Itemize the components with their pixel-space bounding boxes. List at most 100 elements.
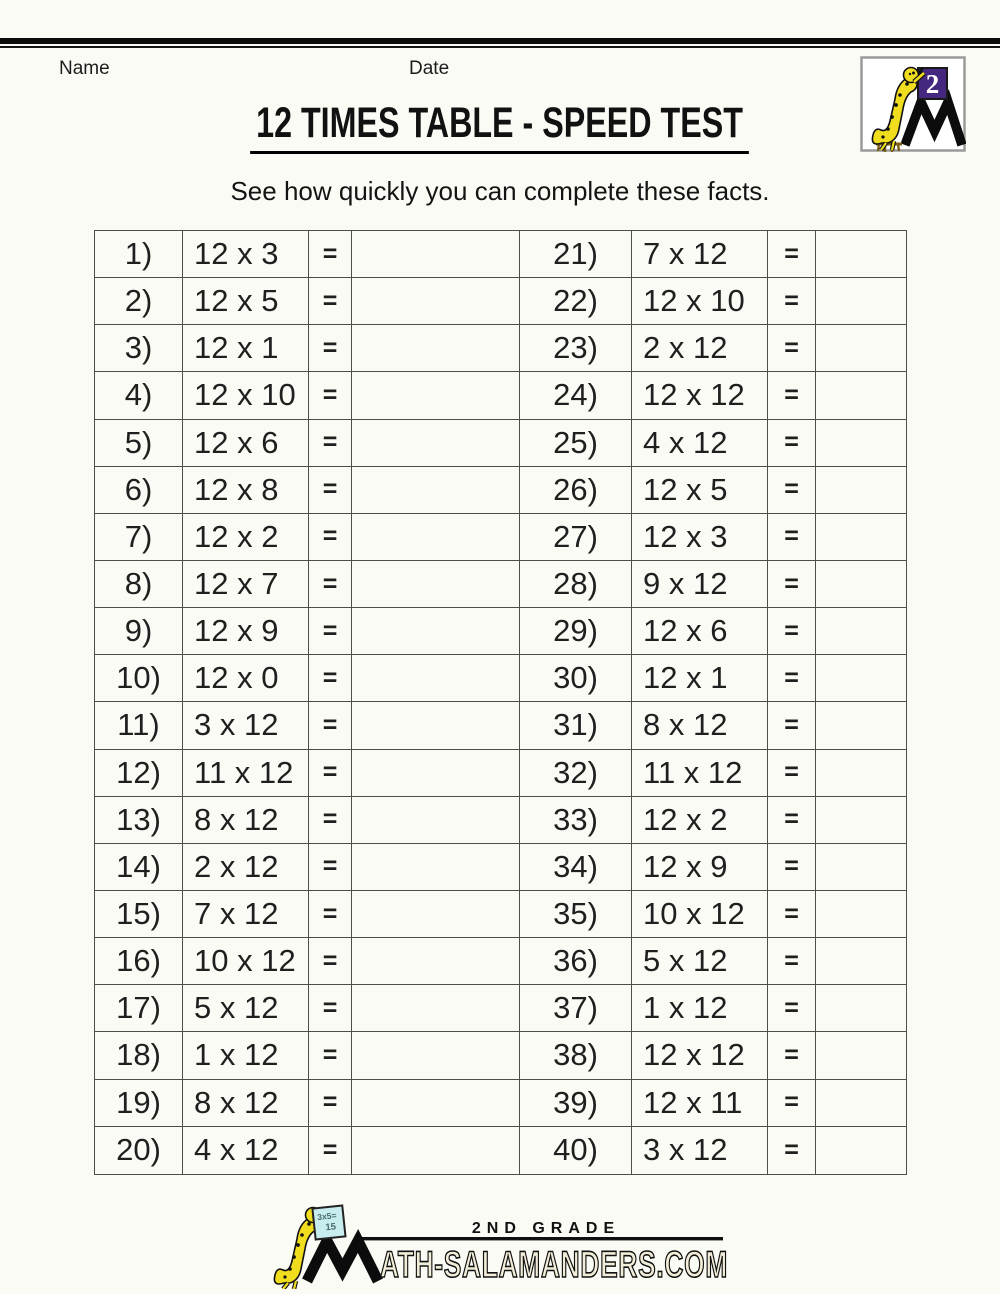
answer-cell[interactable] [816, 467, 906, 514]
page-title-text: 12 TIMES TABLE - SPEED TEST [250, 99, 750, 154]
page-title: 12 TIMES TABLE - SPEED TEST [0, 99, 1000, 154]
board-equation: 3x5= [317, 1210, 337, 1222]
answer-cell[interactable] [352, 1032, 520, 1080]
equals-sign: = [768, 1079, 816, 1127]
problem-expression: 8 x 12 [632, 702, 768, 750]
answer-cell[interactable] [816, 702, 906, 750]
problem-expression: 10 x 12 [632, 890, 768, 939]
answer-cell[interactable] [352, 560, 520, 609]
answer-cell[interactable] [816, 372, 906, 420]
answer-cell[interactable] [352, 796, 520, 844]
answer-cell[interactable] [352, 1079, 520, 1127]
problem-expression: 12 x 10 [632, 278, 768, 326]
equals-sign: = [768, 513, 816, 561]
answer-cell[interactable] [816, 1032, 906, 1080]
answer-cell[interactable] [816, 325, 906, 373]
answer-cell[interactable] [352, 372, 520, 420]
whiteboard-icon: 3x5= 15 [311, 1204, 347, 1241]
answer-cell[interactable] [816, 844, 906, 891]
answer-cell[interactable] [352, 749, 520, 797]
equals-sign: = [768, 1126, 816, 1174]
equals-sign: = [768, 466, 816, 514]
problem-number: 22) [520, 278, 632, 326]
answer-cell[interactable] [352, 938, 520, 986]
answer-cell[interactable] [352, 466, 520, 514]
problem-expression: 12 x 2 [183, 513, 309, 561]
footer-underline [355, 1237, 723, 1241]
problem-expression: 12 x 1 [632, 655, 768, 703]
problem-expression: 12 x 7 [183, 560, 309, 609]
subtitle: See how quickly you can complete these f… [230, 176, 770, 206]
answer-cell[interactable] [352, 843, 520, 891]
footer-logo: 2ND GRADE ATH-SALAMANDERS.COM 3x5= 15 [273, 1204, 728, 1289]
equals-sign: = [309, 749, 352, 797]
salamander-icon: 3x5= 15 [273, 1204, 347, 1289]
equals-sign: = [768, 843, 816, 891]
answer-cell[interactable] [352, 325, 520, 373]
problem-number: 7) [95, 513, 183, 561]
equals-sign: = [309, 985, 352, 1033]
answer-cell[interactable] [352, 1126, 520, 1174]
problem-number: 39) [520, 1079, 632, 1127]
problem-number: 38) [520, 1032, 632, 1080]
problem-expression: 11 x 12 [183, 749, 309, 797]
equals-sign: = [309, 1126, 352, 1174]
answer-cell[interactable] [352, 278, 520, 326]
answer-cell[interactable] [816, 514, 906, 561]
equals-sign: = [309, 560, 352, 609]
problem-number: 14) [95, 843, 183, 891]
answer-cell[interactable] [352, 890, 520, 939]
answer-cell[interactable] [816, 985, 906, 1033]
equals-sign: = [309, 702, 352, 750]
answer-cell[interactable] [352, 231, 520, 279]
equals-sign: = [768, 372, 816, 420]
problem-expression: 12 x 3 [632, 513, 768, 561]
problem-expression: 4 x 12 [632, 419, 768, 467]
problem-expression: 12 x 9 [632, 843, 768, 891]
equals-sign: = [309, 325, 352, 373]
answer-cell[interactable] [816, 655, 906, 703]
problem-expression: 8 x 12 [183, 1079, 309, 1127]
problem-expression: 12 x 6 [632, 608, 768, 656]
answer-cell[interactable] [352, 419, 520, 467]
equals-sign: = [768, 749, 816, 797]
problem-expression: 12 x 10 [183, 372, 309, 420]
equals-sign: = [309, 890, 352, 939]
answer-cell[interactable] [816, 938, 906, 986]
equals-sign: = [768, 608, 816, 656]
equals-sign: = [768, 419, 816, 467]
problem-expression: 12 x 5 [183, 278, 309, 326]
answer-cell[interactable] [816, 750, 906, 797]
answer-cell[interactable] [352, 513, 520, 561]
equals-sign: = [309, 608, 352, 656]
problem-number: 13) [95, 796, 183, 844]
answer-cell[interactable] [816, 231, 906, 279]
answer-cell[interactable] [816, 420, 906, 467]
problem-number: 12) [95, 749, 183, 797]
equals-sign: = [309, 843, 352, 891]
problem-number: 28) [520, 560, 632, 609]
salamander-icon [871, 66, 926, 152]
answer-cell[interactable] [816, 561, 906, 609]
equals-sign: = [309, 1079, 352, 1127]
problem-number: 6) [95, 466, 183, 514]
equals-sign: = [309, 1032, 352, 1080]
problem-number: 16) [95, 938, 183, 986]
equals-sign: = [309, 796, 352, 844]
problem-number: 9) [95, 608, 183, 656]
answer-cell[interactable] [816, 278, 906, 326]
answer-cell[interactable] [352, 702, 520, 750]
problem-expression: 12 x 0 [183, 655, 309, 703]
answer-cell[interactable] [352, 655, 520, 703]
problem-expression: 12 x 12 [632, 1032, 768, 1080]
answer-cell[interactable] [816, 891, 906, 939]
answer-cell[interactable] [352, 985, 520, 1033]
answer-cell[interactable] [816, 608, 906, 656]
answer-cell[interactable] [816, 797, 906, 844]
answer-cell[interactable] [816, 1080, 906, 1127]
problem-expression: 2 x 12 [632, 325, 768, 373]
answer-cell[interactable] [816, 1127, 906, 1174]
problem-number: 21) [520, 231, 632, 279]
equals-sign: = [768, 938, 816, 986]
answer-cell[interactable] [352, 608, 520, 656]
